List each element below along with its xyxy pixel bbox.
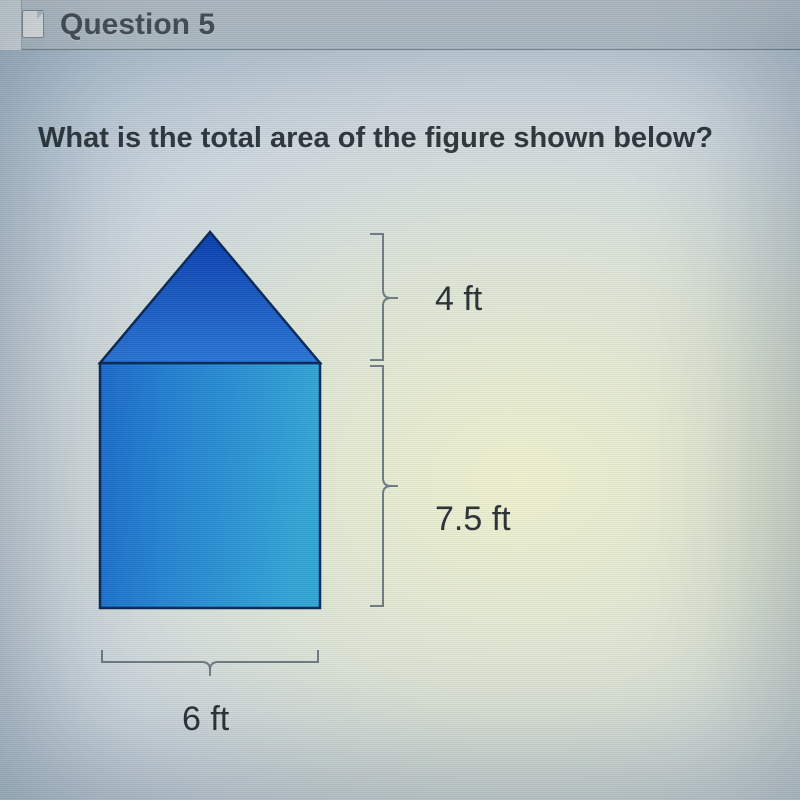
question-header: Question 5 (0, 0, 800, 50)
label-triangle-height: 4 ft (435, 280, 483, 318)
bracket-triangle-height (370, 234, 398, 360)
question-number-label: Question 5 (60, 8, 215, 42)
label-rect-width: 6 ft (182, 700, 230, 738)
sidebar-stub (0, 0, 22, 50)
bracket-rect-height (370, 366, 398, 606)
document-icon (22, 10, 46, 40)
rectangle-shape (100, 363, 320, 608)
triangle-shape (100, 232, 320, 363)
figure-area: 4 ft 7.5 ft 6 ft (90, 232, 710, 752)
question-text: What is the total area of the figure sho… (38, 122, 800, 155)
figure-svg: 4 ft 7.5 ft 6 ft (90, 232, 710, 752)
label-rect-height: 7.5 ft (435, 500, 511, 538)
bracket-rect-width (102, 650, 318, 676)
